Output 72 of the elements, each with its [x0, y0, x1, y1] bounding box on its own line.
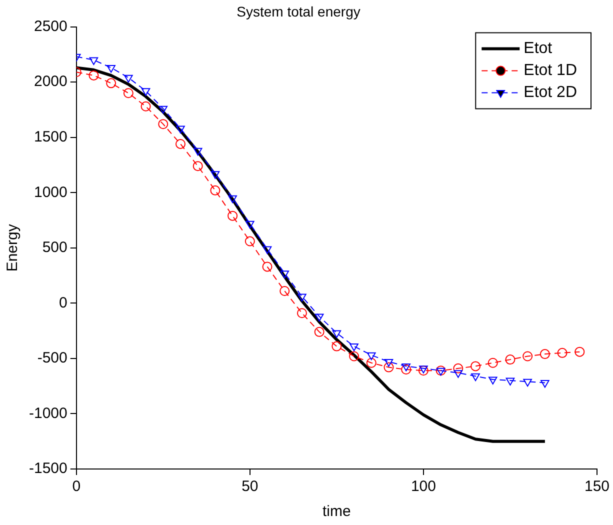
y-tick-label: 2500: [34, 18, 68, 35]
point: [141, 88, 150, 96]
point: [350, 344, 358, 352]
legend-label: Etot: [524, 40, 553, 58]
point: [106, 64, 116, 73]
y-tick-label: 1500: [34, 128, 68, 146]
point: [176, 126, 185, 134]
y-tick-label: -500: [37, 350, 68, 367]
point: [332, 341, 342, 352]
point: [246, 220, 254, 229]
y-tick-label: 0: [59, 294, 68, 312]
point: [505, 354, 516, 365]
point: [522, 351, 533, 362]
point: [158, 119, 168, 130]
point: [123, 88, 134, 98]
x-tick-label: 100: [410, 478, 436, 496]
legend-label: Etot 2D: [524, 84, 577, 102]
point: [453, 363, 464, 374]
x-tick-label: 0: [72, 478, 81, 496]
point: [470, 361, 481, 372]
point: [175, 138, 186, 149]
y-tick-label: 2000: [34, 73, 68, 90]
point: [280, 286, 290, 296]
point: [210, 171, 220, 179]
y-tick-label: -1500: [28, 460, 68, 478]
x-tick-label: 150: [584, 478, 610, 496]
point: [192, 161, 203, 172]
point: [298, 294, 306, 302]
y-tick-label: -1000: [28, 404, 68, 422]
point: [366, 352, 376, 360]
point: [296, 308, 307, 318]
point: [314, 326, 324, 337]
point: [332, 330, 342, 338]
point: [158, 106, 168, 114]
x-tick-label: 50: [242, 478, 258, 496]
point: [454, 370, 463, 378]
point: [401, 364, 412, 375]
point: [314, 314, 324, 322]
point: [540, 349, 550, 360]
point: [488, 358, 498, 368]
point: [228, 210, 238, 221]
point: [574, 346, 585, 357]
point: [193, 148, 202, 156]
y-tick-label: 1000: [34, 184, 68, 201]
point: [106, 78, 116, 88]
y-tick-label: 500: [42, 239, 68, 256]
point: [349, 351, 360, 362]
point: [262, 262, 272, 272]
point: [210, 185, 220, 196]
point: [244, 236, 255, 246]
point: [262, 246, 272, 254]
point: [488, 376, 498, 384]
point: [228, 195, 237, 204]
point: [557, 348, 568, 358]
point: [384, 362, 394, 372]
chart-title: System total energy: [236, 3, 360, 20]
point: [523, 378, 532, 387]
point: [366, 358, 376, 368]
point: [280, 270, 290, 278]
point: [471, 373, 480, 382]
point: [384, 359, 394, 367]
legend-label: Etot 1D: [524, 62, 577, 80]
point: [124, 74, 133, 83]
y-axis-title: Energy: [4, 224, 22, 272]
point: [419, 366, 428, 374]
point: [88, 70, 99, 80]
point: [89, 57, 98, 65]
x-axis-title: time: [322, 503, 351, 520]
point: [540, 380, 550, 388]
point: [506, 378, 515, 386]
point: [402, 363, 410, 372]
point: [140, 101, 151, 112]
